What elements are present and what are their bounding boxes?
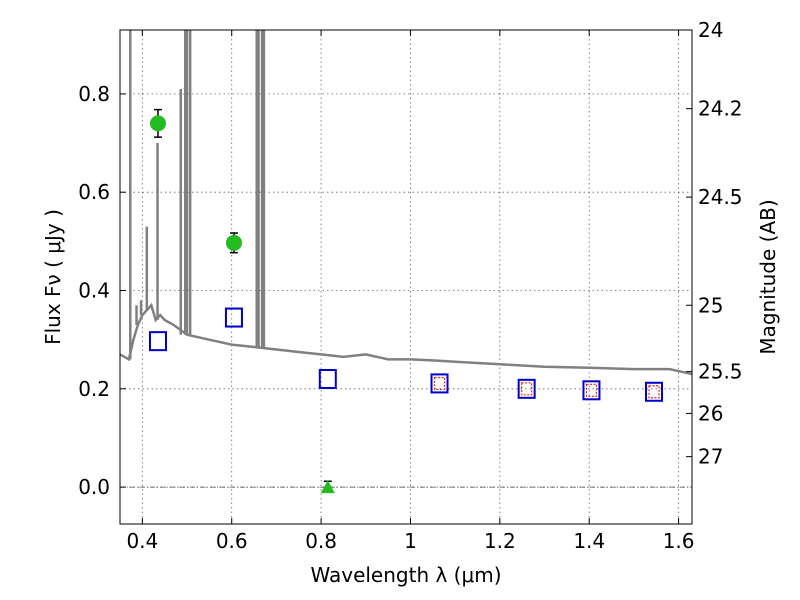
- data-markers: [148, 108, 664, 494]
- x-axis-label: Wavelength λ (μm): [310, 563, 501, 587]
- axis-ticks: 0.4 0.6 0.8 1 1.2 1.4 1.6 0.0 0.2 0.4 0.6 0.8 24 24.2…: [78, 18, 742, 553]
- detection-point: [225, 234, 242, 251]
- model-flux-square: [582, 380, 601, 401]
- x-tick-label: 0.4: [126, 529, 158, 553]
- y2-tick-label: 25.5: [698, 360, 743, 384]
- upper-limit-point: [320, 480, 335, 494]
- model-flux-square: [430, 373, 449, 394]
- x-tick-label: 1.2: [484, 529, 516, 553]
- y2-axis-label: Magnitude (AB): [756, 199, 780, 354]
- model-flux-small-square: [585, 383, 598, 397]
- model-flux-small-square: [521, 382, 533, 396]
- y-tick-label: 0.2: [78, 377, 110, 401]
- template-spectrum: [119, 30, 693, 376]
- plot-frame: [119, 29, 693, 525]
- model-flux-square: [224, 307, 243, 328]
- x-tick-label: 1: [404, 529, 417, 553]
- model-flux-square: [645, 381, 664, 402]
- x-tick-label: 1.4: [573, 529, 605, 553]
- y2-tick-label: 24: [698, 18, 723, 42]
- y2-tick-label: 25: [698, 293, 723, 317]
- y2-tick-label: 24.2: [698, 97, 743, 121]
- model-flux-square: [517, 378, 536, 399]
- y2-tick-label: 27: [698, 445, 723, 469]
- y-tick-label: 0.8: [78, 82, 110, 106]
- grid-lines: [120, 30, 692, 524]
- y2-tick-label: 26: [698, 401, 723, 425]
- x-tick-label: 0.8: [305, 529, 337, 553]
- detection-point: [149, 115, 166, 132]
- y-tick-label: 0.0: [78, 475, 110, 499]
- x-tick-label: 0.6: [216, 529, 248, 553]
- x-tick-label: 1.6: [663, 529, 695, 553]
- y-axis-label: Flux Fν ( μJy ): [41, 209, 65, 345]
- model-flux-small-square: [648, 385, 660, 399]
- model-flux-square: [318, 368, 337, 389]
- model-flux-small-square: [433, 376, 446, 391]
- y2-tick-label: 24.5: [698, 185, 743, 209]
- y-tick-label: 0.6: [78, 180, 110, 204]
- spectrum-line: [119, 302, 693, 376]
- model-flux-square: [148, 331, 167, 352]
- y-tick-label: 0.4: [78, 279, 110, 303]
